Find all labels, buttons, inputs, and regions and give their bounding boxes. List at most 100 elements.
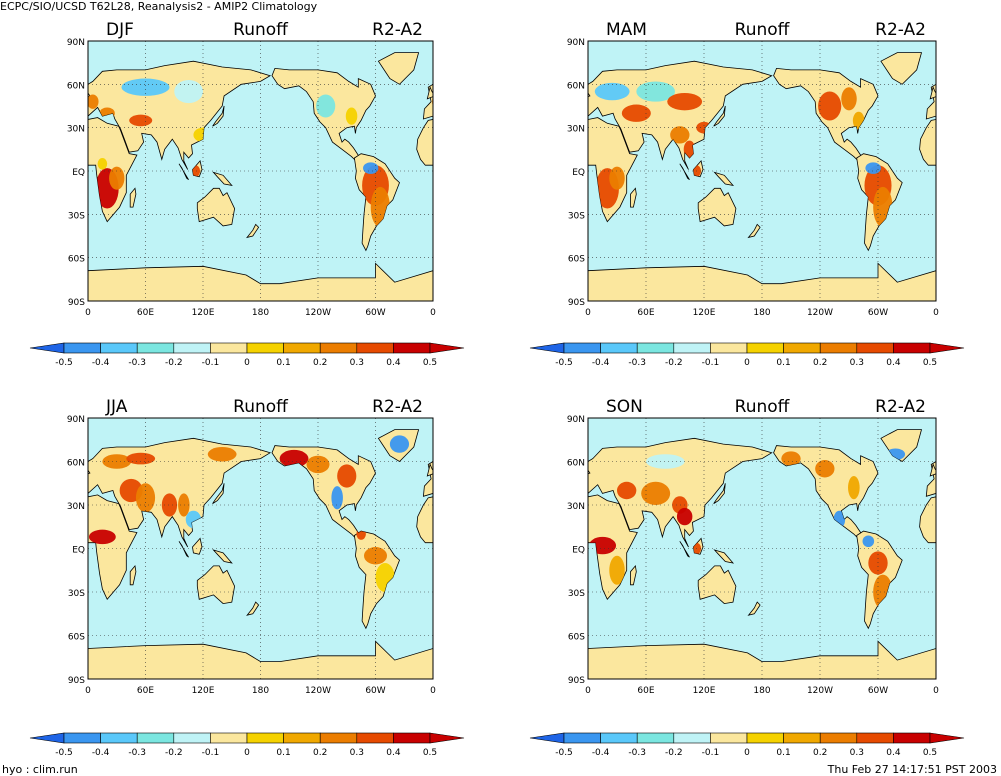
anomaly-patch <box>646 454 685 469</box>
anomaly-patch <box>523 493 535 516</box>
lon-tick-label: 0 <box>933 686 939 696</box>
colorbar-tick-label: -0.4 <box>92 748 110 758</box>
land-britain <box>929 85 936 100</box>
lon-tick-label: 120W <box>807 686 833 696</box>
anomaly-patch <box>815 460 835 478</box>
colorbar-segment <box>856 732 894 744</box>
figure-footer-left: hyo : clim.run <box>2 763 78 776</box>
colorbar-tick-label: 0.4 <box>886 358 901 368</box>
anomaly-patch <box>944 168 967 208</box>
land-newguinea <box>212 549 233 564</box>
land-sumatra <box>524 164 534 180</box>
lon-tick-label: 0 <box>933 308 939 318</box>
colorbar-segment <box>356 732 394 744</box>
land-borneo <box>538 538 548 554</box>
land-australia <box>697 565 737 605</box>
anomaly-patch <box>207 447 237 462</box>
colorbar-segment <box>636 342 675 354</box>
lat-tick-label: 60N <box>567 81 585 91</box>
land-africa <box>88 494 138 601</box>
lat-tick-label: 30N <box>67 125 85 135</box>
colorbar-high-arrow <box>929 342 965 354</box>
lon-tick-label: 0 <box>585 308 591 318</box>
colorbar-tick-label: 0.2 <box>813 358 827 368</box>
colorbar-tick-label: 0.1 <box>276 748 290 758</box>
land-britain <box>929 463 936 477</box>
anomaly-patch <box>279 449 309 468</box>
colorbar-low-arrow <box>29 342 65 354</box>
colorbar-high-arrow <box>929 732 965 744</box>
lon-tick-label: 120E <box>192 686 215 696</box>
colorbar-high-arrow <box>429 732 465 744</box>
land-borneo <box>538 161 548 177</box>
lon-tick-label: 0 <box>430 308 436 318</box>
lat-tick-label: EQ <box>572 546 585 556</box>
lat-tick-label: 30S <box>68 589 85 599</box>
colorbar-tick-label: -0.3 <box>128 358 146 368</box>
land-japan <box>212 105 225 127</box>
colorbar-segment <box>356 342 394 354</box>
anomaly-patch <box>994 454 1001 469</box>
colorbar-tick-label: 0.5 <box>423 358 437 368</box>
colorbar-segment <box>136 342 175 354</box>
lon-tick-label: 180 <box>753 686 770 696</box>
lat-tick-label: 90S <box>68 298 85 308</box>
colorbar-tick-label: -0.1 <box>202 358 220 368</box>
anomaly-patch <box>984 81 1001 101</box>
land-greenland <box>880 52 923 85</box>
anomaly-patch <box>445 107 460 119</box>
land-madagascar <box>475 188 481 207</box>
colorbar-segment <box>319 732 358 744</box>
land-madagascar <box>129 564 137 586</box>
colorbar-segment <box>63 342 101 354</box>
land-eurasia <box>925 83 936 120</box>
panel-label-title: R2-A2 <box>875 397 926 417</box>
anomaly-patch <box>126 452 156 465</box>
colorbar-segment <box>710 732 748 744</box>
panel-variable-title: Runoff <box>233 20 289 40</box>
colorbar-tick-label: 0 <box>244 358 250 368</box>
lat-tick-label: 30S <box>568 589 585 599</box>
land-antarctica <box>588 262 936 301</box>
land-eurasia <box>422 83 433 120</box>
lat-tick-label: EQ <box>72 168 85 178</box>
anomaly-patch <box>88 529 116 545</box>
lon-tick-label: 60W <box>868 308 888 318</box>
colorbar-tick-label: 0.3 <box>350 748 364 758</box>
land-sumatra <box>679 541 690 558</box>
colorbar-segment <box>319 342 358 354</box>
anomaly-patch <box>594 82 630 101</box>
lon-tick-label: 120E <box>192 308 215 318</box>
land-japan <box>212 483 225 504</box>
lat-tick-label: 30S <box>568 211 585 221</box>
lon-tick-label: 60W <box>365 686 385 696</box>
colorbar: -0.5 -0.4 -0.3 -0.2 -0.1 0 0.1 0.2 0.3 0.4 0.5 <box>529 342 965 368</box>
panel-label-title: R2-A2 <box>372 20 423 40</box>
colorbar-tick-label: 0.3 <box>850 358 864 368</box>
map-frame <box>587 417 937 680</box>
lat-tick-label: 60S <box>568 633 585 643</box>
anomaly-patch <box>178 493 190 517</box>
colorbar-segment <box>710 342 748 354</box>
anomaly-patch <box>174 80 203 104</box>
anomaly-patch <box>129 114 153 127</box>
colorbar-segment <box>746 732 784 744</box>
anomaly-patch <box>441 168 464 208</box>
colorbar-tick-label: -0.2 <box>165 748 183 758</box>
land-japan <box>713 483 726 504</box>
anomaly-patch <box>454 167 469 190</box>
panel-variable-title: Runoff <box>233 397 289 417</box>
panel-label-title: R2-A2 <box>372 397 423 417</box>
panel-season-title: MAM <box>606 20 647 40</box>
lat-tick-label: 30N <box>567 502 585 512</box>
colorbar-segment <box>63 732 101 744</box>
land-antarctica <box>935 270 936 301</box>
land-antarctica <box>88 262 433 301</box>
panel-variable-title: Runoff <box>735 397 791 417</box>
lon-tick-label: 180 <box>252 686 269 696</box>
colorbar-tick-label: 0.3 <box>850 748 864 758</box>
colorbar-segment <box>600 342 638 354</box>
